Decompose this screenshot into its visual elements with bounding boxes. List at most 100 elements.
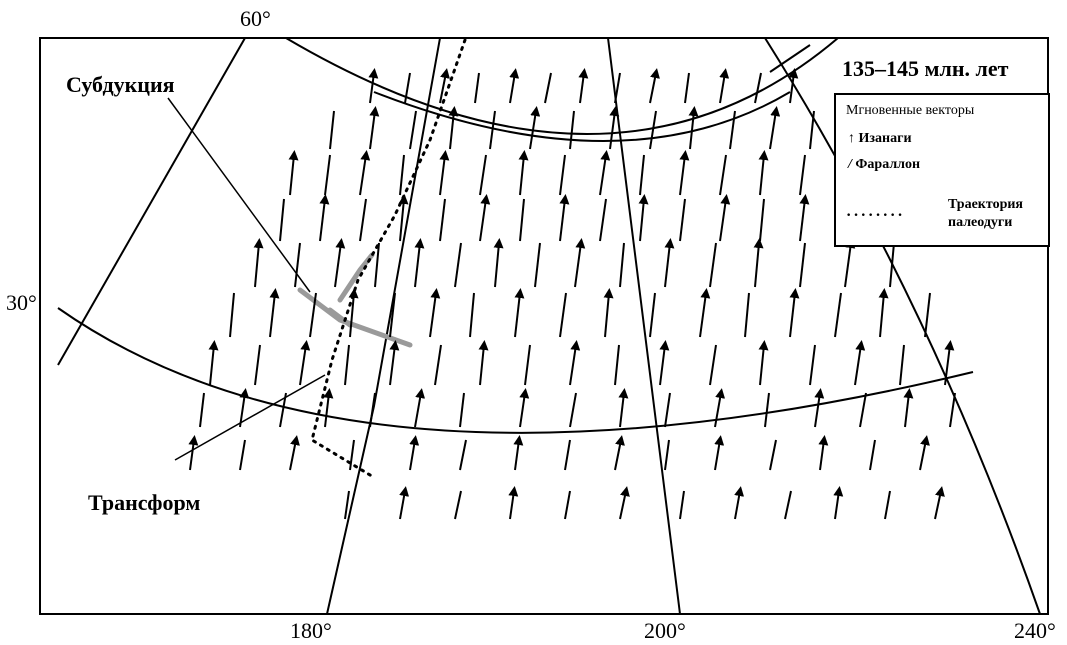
velocity-vector [414, 238, 425, 288]
transform-pointer-line [174, 374, 326, 461]
velocity-vector [289, 435, 300, 471]
velocity-vector [714, 435, 725, 471]
velocity-vector [833, 486, 844, 520]
velocity-vector [924, 292, 931, 338]
velocity-vector [369, 392, 376, 428]
velocity-vector [638, 194, 649, 242]
velocity-vector [664, 392, 671, 428]
velocity-vector [368, 68, 379, 104]
velocity-vector [614, 344, 620, 386]
velocity-vector [489, 110, 496, 150]
velocity-vector [679, 150, 690, 196]
velocity-vector [409, 435, 420, 471]
velocity-vector [439, 68, 450, 104]
velocity-vector [414, 388, 426, 428]
velocity-vector [544, 72, 552, 104]
parallel-upper-inner [373, 91, 791, 142]
velocity-vector [254, 344, 261, 386]
velocity-vector [844, 238, 856, 288]
velocity-vector [569, 340, 581, 386]
subduction-label: Субдукция [66, 72, 175, 97]
izanagi-arrow-icon: ↑ [848, 131, 855, 146]
velocity-vector [208, 340, 219, 386]
velocity-vector [618, 388, 629, 428]
velocity-vector [429, 288, 441, 338]
velocity-vector [934, 486, 945, 520]
legend-dotted-line-icon: ········ [846, 207, 905, 224]
velocity-vector [809, 110, 815, 150]
velocity-vector [788, 68, 799, 104]
velocity-vector [818, 435, 829, 471]
velocity-vector [518, 150, 529, 196]
velocity-vector [239, 388, 250, 428]
velocity-vector [409, 110, 417, 150]
velocity-vector [884, 490, 891, 520]
transform-label: Трансформ [88, 490, 201, 515]
velocity-vector [199, 392, 205, 428]
velocity-vector [649, 68, 660, 104]
velocity-vector [534, 242, 541, 288]
lon-tick-240: 240° [1014, 618, 1056, 643]
velocity-vector [614, 72, 621, 104]
legend-izanagi-label: Изанаги [858, 131, 912, 146]
velocity-vector [493, 238, 504, 288]
legend-farallon-row: / Фараллон [848, 157, 920, 173]
velocity-vector [564, 490, 571, 520]
velocity-vector [889, 242, 895, 288]
velocity-vector [664, 439, 670, 471]
velocity-vector [434, 344, 442, 386]
velocity-vector [369, 106, 380, 150]
velocity-vector [229, 292, 235, 338]
legend: Мгновенные векторы ↑ Изанаги / Фараллон … [834, 93, 1050, 247]
velocity-vector [569, 392, 577, 428]
velocity-vector [769, 439, 777, 471]
legend-trajectory-line1: Траектория [948, 197, 1023, 212]
velocity-vector [344, 490, 350, 520]
velocity-vector [299, 340, 311, 386]
velocity-vector [619, 242, 625, 288]
velocity-vector [389, 292, 396, 338]
velocity-vector [609, 106, 620, 150]
velocity-vector [709, 242, 717, 288]
velocity-vector [834, 292, 842, 338]
velocity-vector [239, 439, 246, 471]
velocity-vector [479, 154, 487, 196]
velocity-vector [649, 292, 656, 338]
velocity-vector [459, 439, 467, 471]
velocity-vector [374, 242, 380, 288]
velocity-vector [279, 198, 285, 242]
velocity-vector [878, 288, 889, 338]
velocity-vector [734, 486, 745, 520]
velocity-vector [349, 439, 355, 471]
velocity-vector [399, 154, 405, 196]
velocity-vector [944, 340, 955, 386]
velocity-vector [859, 392, 867, 428]
velocity-vector [524, 344, 531, 386]
velocity-vector [699, 288, 711, 338]
velocity-vector [559, 154, 566, 196]
velocity-vector [709, 344, 717, 386]
vector-field [188, 68, 956, 520]
parallel-30 [57, 307, 974, 434]
velocity-vector [564, 439, 571, 471]
velocity-vector [474, 72, 480, 104]
velocity-vector [559, 292, 567, 338]
velocity-vector [714, 388, 726, 428]
velocity-vector [919, 435, 930, 471]
velocity-vector [799, 154, 806, 196]
velocity-vector [359, 150, 371, 196]
velocity-vector [899, 344, 905, 386]
velocity-vector [719, 194, 731, 242]
velocity-vector [854, 340, 866, 386]
velocity-vector [649, 110, 657, 150]
velocity-vector [744, 292, 750, 338]
velocity-vector [478, 340, 489, 386]
meridian-west [57, 37, 246, 366]
velocity-vector [514, 288, 525, 338]
velocity-vector [719, 154, 727, 196]
legend-izanagi-row: ↑ Изанаги [848, 131, 912, 147]
velocity-vector [574, 238, 586, 288]
velocity-vector [764, 392, 770, 428]
map-title: 135–145 млн. лет [842, 56, 1009, 81]
velocity-vector [754, 72, 762, 104]
